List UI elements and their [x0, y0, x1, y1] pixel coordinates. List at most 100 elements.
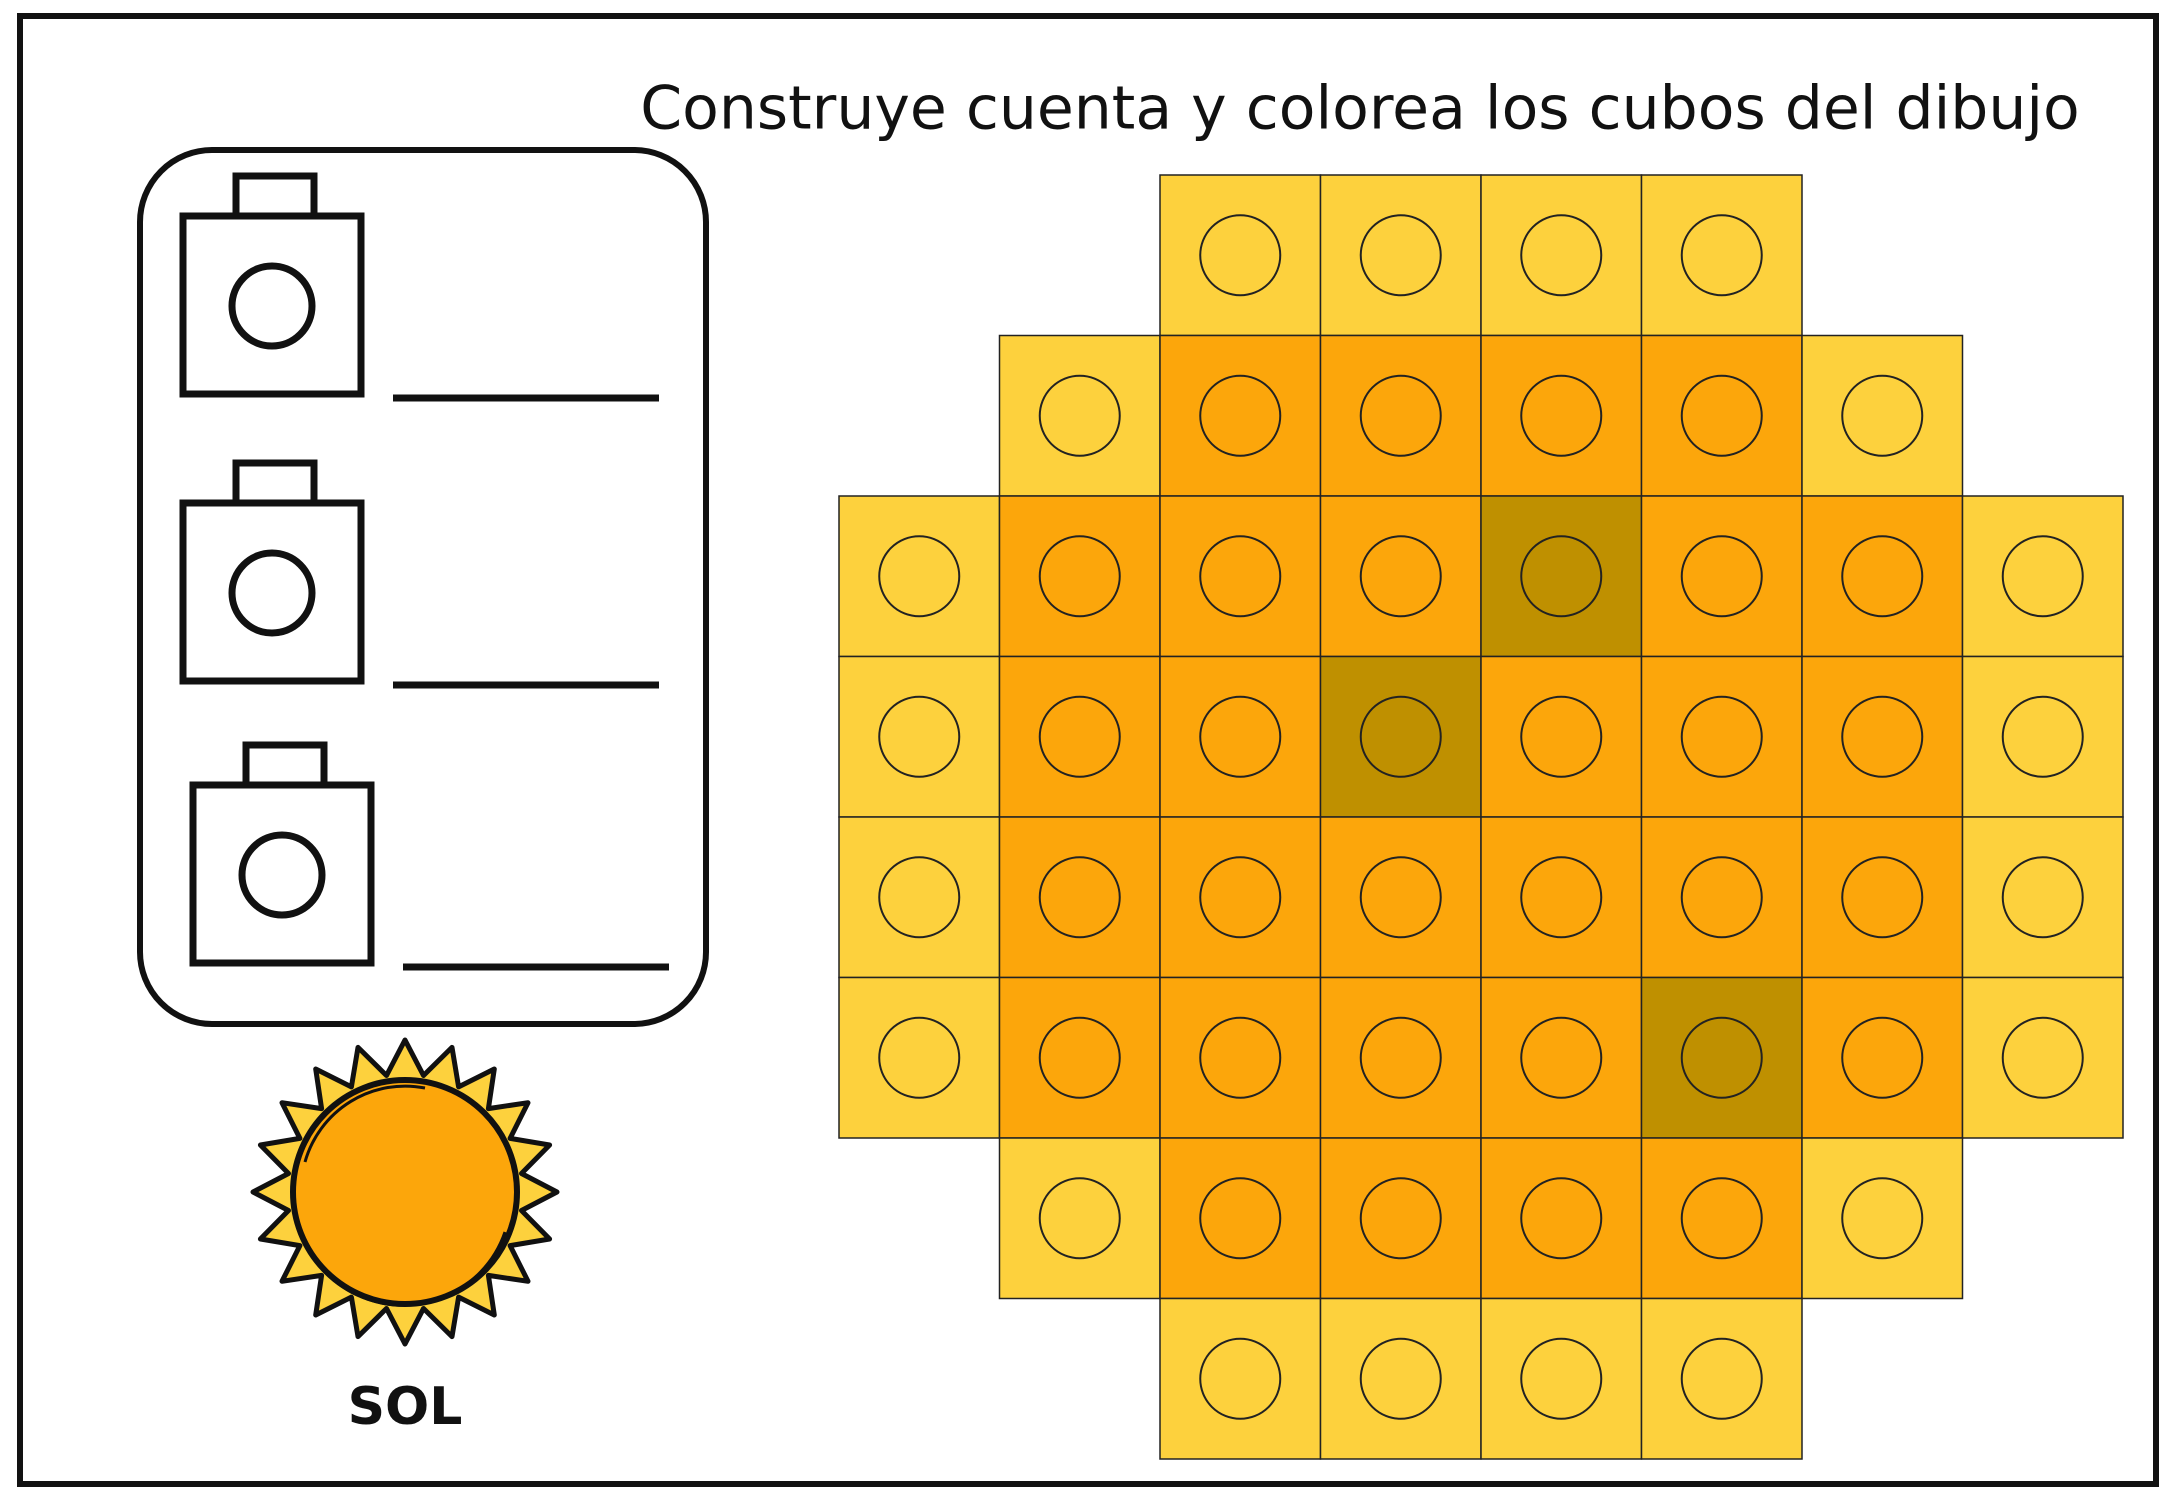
cube	[1480, 1297, 1643, 1460]
cube-stud	[1680, 214, 1763, 297]
cube	[1961, 655, 2124, 818]
cube-stud	[1520, 695, 1603, 778]
cube	[1640, 655, 1803, 818]
picture-label: SOL	[348, 1377, 463, 1437]
cube	[998, 334, 1161, 497]
cube-stud	[1359, 374, 1442, 457]
sun-shine	[303, 1084, 426, 1163]
cube-stud	[1359, 1337, 1442, 1420]
cube	[1480, 976, 1643, 1139]
cube	[1961, 976, 2124, 1139]
cube	[1480, 816, 1643, 979]
cube-stud	[228, 549, 316, 637]
cube-stud	[1038, 535, 1121, 618]
cube-knob	[232, 459, 318, 507]
cube	[1159, 976, 1322, 1139]
cube-stud	[1199, 535, 1282, 618]
cube	[1159, 495, 1322, 658]
cube-grid	[838, 174, 2124, 1460]
sun-picture	[250, 1037, 560, 1347]
cube-stud	[1359, 535, 1442, 618]
cube	[1319, 816, 1482, 979]
cube-stud	[1199, 214, 1282, 297]
cube	[1159, 1137, 1322, 1300]
cube	[998, 495, 1161, 658]
cube-body	[179, 212, 365, 398]
cube-stud	[1359, 214, 1442, 297]
cube-stud	[1680, 695, 1763, 778]
cube	[1640, 976, 1803, 1139]
cube	[1319, 334, 1482, 497]
cube	[1961, 495, 2124, 658]
cube	[1480, 174, 1643, 337]
cube-stud	[1680, 1337, 1763, 1420]
cube-stud	[1199, 856, 1282, 939]
cube-stud	[1520, 214, 1603, 297]
cube-stud	[2001, 535, 2084, 618]
cube-knob	[242, 741, 328, 789]
cube	[1640, 1297, 1803, 1460]
cube-stud	[1359, 856, 1442, 939]
cube	[1801, 334, 1964, 497]
cube	[1480, 1137, 1643, 1300]
cube-stud	[1841, 1016, 1924, 1099]
cube	[1801, 655, 1964, 818]
cube	[1159, 1297, 1322, 1460]
cube	[1319, 1137, 1482, 1300]
cube-stud	[1520, 1337, 1603, 1420]
cube	[998, 1137, 1161, 1300]
cube	[838, 976, 1001, 1139]
cube	[1640, 495, 1803, 658]
sun-shade	[323, 1231, 507, 1307]
cube	[998, 655, 1161, 818]
cube-knob	[232, 172, 318, 220]
cube-stud	[2001, 1016, 2084, 1099]
cube	[1319, 174, 1482, 337]
cube-stud	[878, 1016, 961, 1099]
cube-stud	[228, 262, 316, 350]
cube-stud	[1038, 374, 1121, 457]
cube-stud	[2001, 695, 2084, 778]
cube-stud	[878, 535, 961, 618]
cube	[1159, 174, 1322, 337]
cube-stud	[1841, 374, 1924, 457]
cube	[838, 655, 1001, 818]
cube	[1480, 495, 1643, 658]
cube-stud	[1359, 695, 1442, 778]
cube-stud	[1520, 1177, 1603, 1260]
cube	[1319, 495, 1482, 658]
cube-stud	[1359, 1177, 1442, 1260]
cube	[1640, 174, 1803, 337]
cube-stud	[1199, 1337, 1282, 1420]
cube-stud	[1038, 1177, 1121, 1260]
cube-stud	[878, 695, 961, 778]
cube	[1159, 816, 1322, 979]
cube	[998, 976, 1161, 1139]
cube-stud	[1680, 856, 1763, 939]
cube	[1319, 655, 1482, 818]
cube	[998, 816, 1161, 979]
cube	[1640, 1137, 1803, 1300]
cube-stud	[1841, 856, 1924, 939]
cube-stud	[1199, 695, 1282, 778]
cube-stud	[1359, 1016, 1442, 1099]
cube-stud	[1520, 1016, 1603, 1099]
cube-stud	[1199, 1016, 1282, 1099]
cube-stud	[1841, 1177, 1924, 1260]
cube-stud	[878, 856, 961, 939]
cube-icons	[179, 172, 669, 971]
cube-stud	[1038, 856, 1121, 939]
cube	[1961, 816, 2124, 979]
cube	[1159, 334, 1322, 497]
cube	[838, 816, 1001, 979]
cube	[1480, 655, 1643, 818]
cube-stud	[1199, 1177, 1282, 1260]
cube	[1801, 816, 1964, 979]
title: Construye cuenta y colorea los cubos del…	[640, 74, 2080, 144]
cube	[1640, 816, 1803, 979]
cube	[1319, 976, 1482, 1139]
cube-stud	[1680, 374, 1763, 457]
cube-stud	[1199, 374, 1282, 457]
